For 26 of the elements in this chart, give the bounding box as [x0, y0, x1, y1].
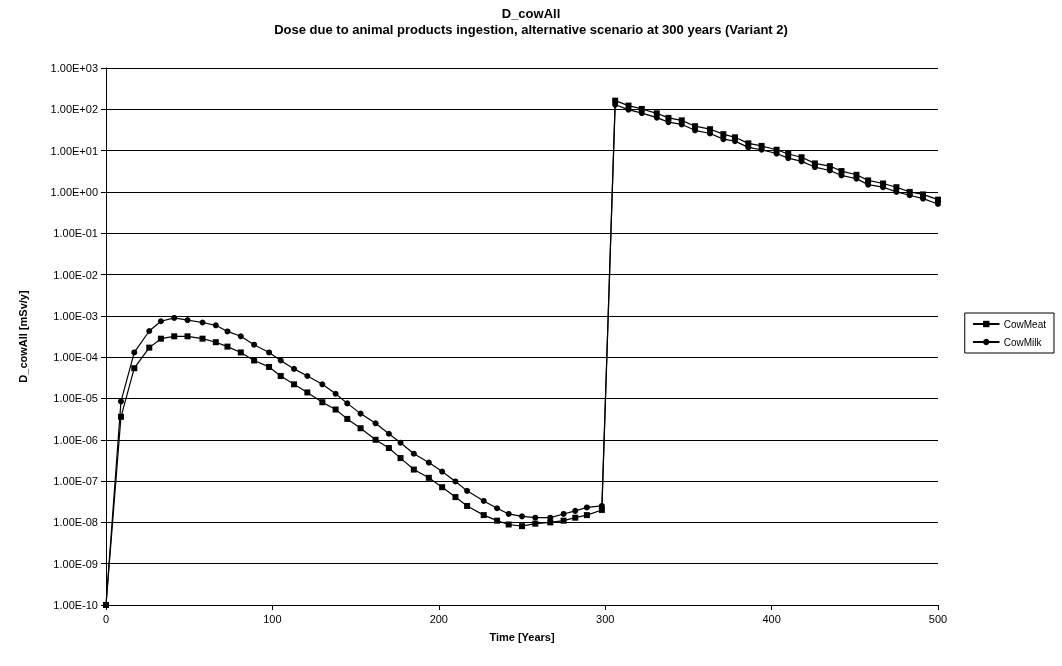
x-tick-label: 400	[762, 612, 781, 625]
y-tick-label: 1.00E-02	[53, 268, 98, 281]
y-tick-label: 1.00E-07	[53, 475, 98, 488]
chart-title: D_cowAll	[501, 6, 561, 21]
y-tick-label: 1.00E-01	[53, 227, 98, 240]
y-tick-label: 1.00E+03	[50, 62, 98, 74]
y-tick-label: 1.00E-10	[53, 599, 98, 611]
y-tick-label: 1.00E-06	[53, 433, 98, 446]
x-axis-title: Time [Years]	[489, 630, 555, 643]
legend-label: CowMilk	[1003, 336, 1043, 348]
y-tick-label: 1.00E+00	[50, 185, 98, 198]
x-tick-label: 300	[596, 612, 615, 625]
x-tick-label: 200	[429, 612, 448, 625]
y-tick-label: 1.00E-03	[53, 309, 98, 322]
y-tick-label: 1.00E+02	[50, 103, 98, 116]
y-axis-title: D_cowAll [mSv/y]	[16, 290, 29, 383]
x-tick-label: 0	[102, 612, 110, 625]
legend-label: CowMeat	[1003, 318, 1047, 330]
chart-subtitle: Dose due to animal products ingestion, alternative scenario at 300 years (Variant 2)	[274, 22, 788, 37]
x-tick-label: 100	[263, 612, 282, 625]
x-tick-label: 500	[928, 612, 948, 625]
y-tick-label: 1.00E-09	[53, 557, 98, 570]
y-tick-label: 1.00E-08	[53, 516, 98, 529]
y-tick-label: 1.00E-05	[53, 392, 98, 405]
y-tick-label: 1.00E-04	[53, 351, 98, 364]
y-tick-label: 1.00E+01	[50, 144, 98, 157]
